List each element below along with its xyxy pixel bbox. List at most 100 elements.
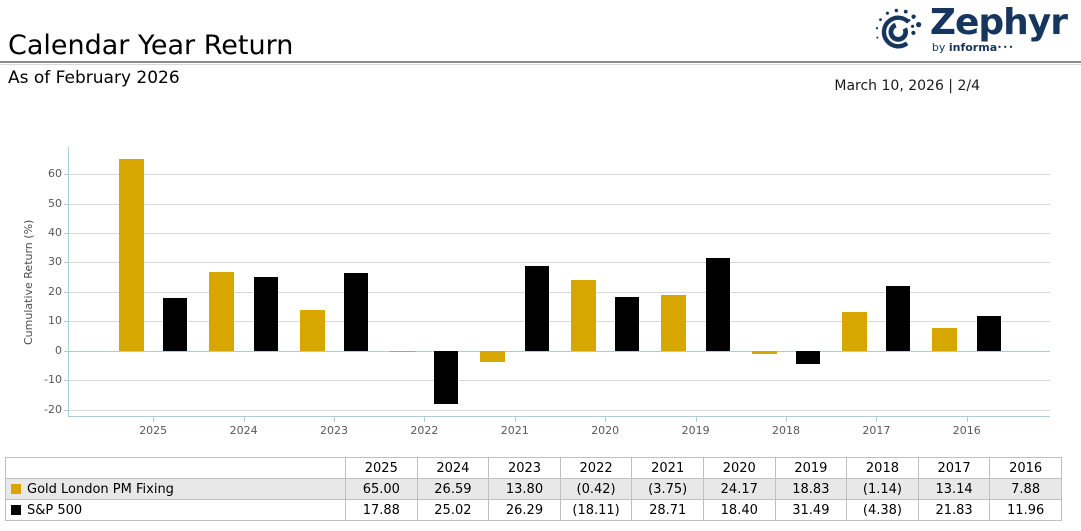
value-cell: 26.59 xyxy=(416,478,490,500)
y-tick-label: 20 xyxy=(48,284,62,298)
y-tick-mark xyxy=(64,409,69,411)
returns-table: 2025 2024 2023 2022 2021 2020 2019 2018 2017 2016… xyxy=(5,457,1062,521)
x-tick-mark xyxy=(786,417,787,422)
y-tick-label: 50 xyxy=(48,196,62,210)
bar-s-p-500 xyxy=(976,315,1001,351)
y-tick-mark xyxy=(64,380,69,382)
bar-gold-london-pm-fixing xyxy=(661,295,687,351)
year-header-cell: 2017 xyxy=(917,457,991,479)
x-tick-mark xyxy=(605,417,607,422)
year-header-cell: 2025 xyxy=(345,457,418,479)
y-tick-label: -20 xyxy=(44,402,62,416)
y-tick-mark xyxy=(64,291,69,293)
value-cell: 24.17 xyxy=(702,478,776,500)
year-header-cell: 2018 xyxy=(846,457,919,479)
y-tick-mark xyxy=(64,203,69,205)
y-tick-label: 0 xyxy=(55,343,62,357)
x-tick-mark xyxy=(876,417,878,422)
y-tick-mark xyxy=(64,232,69,234)
x-tick-label: 2023 xyxy=(320,424,348,437)
x-tick-label: 2024 xyxy=(229,424,258,437)
value-cell: 25.02 xyxy=(416,499,490,521)
gridline xyxy=(69,262,1050,264)
bar-s-p-500 xyxy=(796,350,820,364)
brand-name: Zephyr xyxy=(929,2,1068,43)
bar-s-p-500 xyxy=(524,266,549,351)
value-cell: 17.88 xyxy=(345,499,418,521)
y-tick-label: 30 xyxy=(48,255,62,269)
bar-s-p-500 xyxy=(615,296,640,351)
gridline xyxy=(69,232,1050,234)
legend-swatch-icon xyxy=(11,483,21,494)
y-tick-label: 10 xyxy=(48,314,62,328)
bar-s-p-500 xyxy=(253,277,278,351)
bar-gold-london-pm-fixing xyxy=(570,279,596,351)
table-corner-cell xyxy=(5,457,346,479)
value-cell: (4.38) xyxy=(846,499,919,521)
value-cell: 18.83 xyxy=(774,478,848,500)
bar-gold-london-pm-fixing xyxy=(389,350,415,352)
x-tick-mark xyxy=(243,417,245,422)
y-tick-mark xyxy=(64,262,69,264)
header-divider xyxy=(0,61,1081,63)
x-tick-label: 2022 xyxy=(410,424,439,437)
brand-subtext: by informa••• xyxy=(931,41,1015,54)
year-header-cell: 2022 xyxy=(559,457,633,479)
value-cell: 13.80 xyxy=(488,478,561,500)
bar-s-p-500 xyxy=(886,286,911,351)
value-cell: 65.00 xyxy=(345,478,418,500)
x-tick-mark xyxy=(334,417,335,422)
x-tick-label: 2017 xyxy=(862,424,891,437)
bar-gold-london-pm-fixing xyxy=(841,312,867,351)
year-header-cell: 2020 xyxy=(702,457,776,479)
x-tick-label: 2021 xyxy=(500,424,529,437)
gridline xyxy=(69,409,1050,411)
x-tick-label: 2019 xyxy=(681,424,710,437)
table-row: S&P 500 17.88 25.02 26.29 (18.11) 28.71 18.40 3… xyxy=(5,499,1062,521)
value-cell: 11.96 xyxy=(989,499,1062,521)
value-cell: (3.75) xyxy=(631,478,704,500)
table-row: Gold London PM Fixing 65.00 26.59 13.80 (0.4… xyxy=(5,478,1062,500)
x-tick-label: 2018 xyxy=(772,424,800,437)
year-header-cell: 2024 xyxy=(416,457,490,479)
bar-gold-london-pm-fixing xyxy=(932,327,958,351)
bar-s-p-500 xyxy=(344,273,368,351)
bar-gold-london-pm-fixing xyxy=(209,272,235,351)
x-tick-label: 2020 xyxy=(591,424,620,437)
zephyr-swirl-icon xyxy=(875,8,922,49)
year-header-cell: 2019 xyxy=(774,457,848,479)
gridline xyxy=(69,380,1050,382)
returns-table-container: 2025 2024 2023 2022 2021 2020 2019 2018 2017 2016… xyxy=(5,457,1062,521)
gridline xyxy=(69,291,1050,293)
gridline xyxy=(69,174,1050,176)
series-name-cell: Gold London PM Fixing xyxy=(5,478,346,500)
value-cell: (0.42) xyxy=(559,478,633,500)
y-tick-label: 40 xyxy=(48,225,62,239)
header-divider-light xyxy=(0,64,1081,65)
value-cell: 21.83 xyxy=(917,499,991,521)
value-cell: (1.14) xyxy=(846,478,919,500)
gridline xyxy=(69,203,1050,205)
y-tick-mark xyxy=(64,350,69,352)
table-header-row: 2025 2024 2023 2022 2021 2020 2019 2018 2017 2016 xyxy=(5,457,1062,479)
bar-gold-london-pm-fixing xyxy=(751,350,777,355)
zephyr-logo: Zephyr by informa••• xyxy=(874,2,1068,59)
y-tick-mark xyxy=(64,321,69,323)
value-cell: 13.14 xyxy=(917,478,991,500)
report-date: March 10, 2026 | 2/4 xyxy=(834,78,980,94)
bar-s-p-500 xyxy=(705,258,730,351)
x-tick-mark xyxy=(424,417,426,422)
value-cell: 7.88 xyxy=(989,478,1062,500)
gridline xyxy=(69,321,1050,323)
x-tick-mark xyxy=(153,417,155,422)
page-subtitle: As of February 2026 xyxy=(8,68,180,88)
plot-area: -20 -10 0 10 20 30 40 50 60 2025 2024 2023 2022 2021 2… xyxy=(44,147,1050,437)
x-tick-label: 2016 xyxy=(952,424,981,437)
value-cell: 26.29 xyxy=(488,499,561,521)
value-cell: (18.11) xyxy=(559,499,633,521)
bar-gold-london-pm-fixing xyxy=(118,159,144,351)
year-header-cell: 2023 xyxy=(488,457,561,479)
bar-gold-london-pm-fixing xyxy=(299,310,325,351)
value-cell: 18.40 xyxy=(702,499,776,521)
